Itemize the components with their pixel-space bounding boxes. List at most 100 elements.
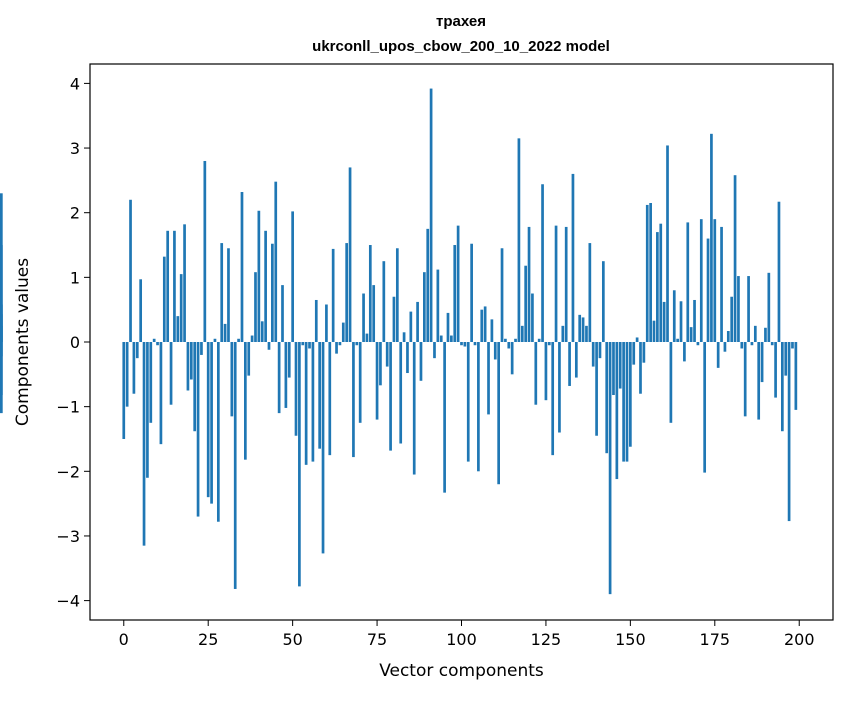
y-tick-label: 3 (70, 139, 80, 158)
bar-60 (325, 304, 328, 342)
bar-24 (203, 160, 207, 342)
chart-subtitle: ukrconll_upos_cbow_200_10_2022 model (312, 38, 610, 55)
bar-152 (635, 337, 639, 342)
bar-8 (149, 342, 153, 423)
bar-183 (740, 342, 744, 349)
bar-79 (389, 342, 392, 451)
bar-94 (439, 335, 443, 342)
bar-55 (308, 342, 311, 349)
bar-189 (760, 342, 764, 383)
bar-105 (477, 342, 480, 472)
bar-141 (598, 342, 602, 359)
y-axis-label: Components values (13, 258, 33, 426)
x-axis-ticks: 0 25 50 75 100 125 150 175 200 (119, 620, 815, 649)
bar-37 (247, 342, 251, 376)
bar-156 (649, 203, 652, 342)
bar-73 (368, 245, 372, 342)
bar-undefined (0, 342, 3, 357)
bar-50 (291, 211, 294, 342)
bar-29 (220, 243, 224, 342)
bar-123 (537, 338, 541, 342)
bar-9 (152, 338, 156, 342)
bar-134 (574, 342, 578, 378)
bar-194 (777, 201, 781, 342)
bar-0 (122, 342, 126, 439)
bar-157 (652, 320, 656, 342)
bar-108 (487, 342, 490, 415)
bar-173 (706, 238, 710, 342)
bar-51 (294, 342, 298, 436)
bar-34 (237, 338, 240, 342)
bar-65 (341, 322, 345, 342)
bar-165 (679, 301, 683, 342)
bar-186 (750, 342, 754, 346)
bar-103 (470, 243, 473, 342)
y-tick-label: −3 (56, 527, 80, 546)
bar-112 (500, 248, 504, 342)
bar-139 (591, 342, 595, 367)
bar-53 (301, 342, 305, 346)
bar-62 (331, 248, 335, 342)
bar-83 (402, 332, 406, 342)
bar-99 (456, 225, 460, 342)
bar-30 (223, 323, 227, 342)
bar-3 (132, 342, 136, 394)
bar-150 (629, 342, 632, 447)
bar-144 (608, 342, 612, 595)
bar-77 (382, 261, 386, 342)
bar-25 (206, 342, 210, 498)
bar-164 (676, 338, 679, 342)
bar-35 (240, 192, 244, 342)
bar-140 (595, 342, 598, 436)
bar-124 (541, 184, 544, 342)
bar-111 (497, 342, 500, 485)
bar-32 (230, 342, 234, 417)
bar-69 (355, 342, 359, 346)
bar-23 (200, 342, 203, 355)
bar-74 (372, 285, 376, 342)
bar-193 (774, 342, 777, 398)
bar-169 (693, 299, 696, 342)
bar-66 (345, 243, 349, 342)
bar-85 (409, 311, 413, 342)
bar-76 (379, 342, 382, 386)
y-tick-label: 0 (70, 333, 80, 352)
bar-90 (426, 228, 430, 342)
bar-125 (544, 342, 548, 401)
bar-43 (267, 342, 271, 350)
bar-68 (352, 342, 355, 458)
bar-115 (510, 342, 514, 375)
bar-195 (780, 342, 784, 432)
bar-57 (314, 299, 318, 342)
bar-78 (385, 342, 389, 367)
bar-136 (581, 317, 585, 342)
bar-121 (531, 293, 534, 342)
y-tick-label: −2 (56, 462, 80, 481)
bar-102 (466, 342, 470, 462)
x-tick-label: 125 (531, 630, 562, 649)
x-tick-label: 75 (367, 630, 387, 649)
bar-7 (146, 342, 149, 478)
y-tick-label: 1 (70, 268, 80, 287)
x-tick-label: 100 (446, 630, 477, 649)
bar-10 (156, 342, 159, 346)
bar-118 (520, 325, 524, 342)
bar-40 (257, 210, 261, 342)
bar-38 (250, 335, 254, 342)
bar-154 (642, 342, 646, 363)
bar-101 (463, 342, 467, 347)
bar-160 (662, 301, 666, 342)
bar-161 (666, 145, 669, 342)
bar-22 (196, 342, 200, 517)
bar-4 (135, 342, 139, 359)
bar-198 (791, 342, 794, 349)
bar-143 (605, 342, 609, 454)
x-tick-label: 200 (784, 630, 815, 649)
bar-153 (639, 342, 642, 394)
bar-71 (362, 293, 365, 342)
x-tick-label: 0 (119, 630, 129, 649)
bar-149 (625, 342, 629, 462)
bar-12 (162, 256, 166, 342)
bar-100 (460, 342, 463, 346)
